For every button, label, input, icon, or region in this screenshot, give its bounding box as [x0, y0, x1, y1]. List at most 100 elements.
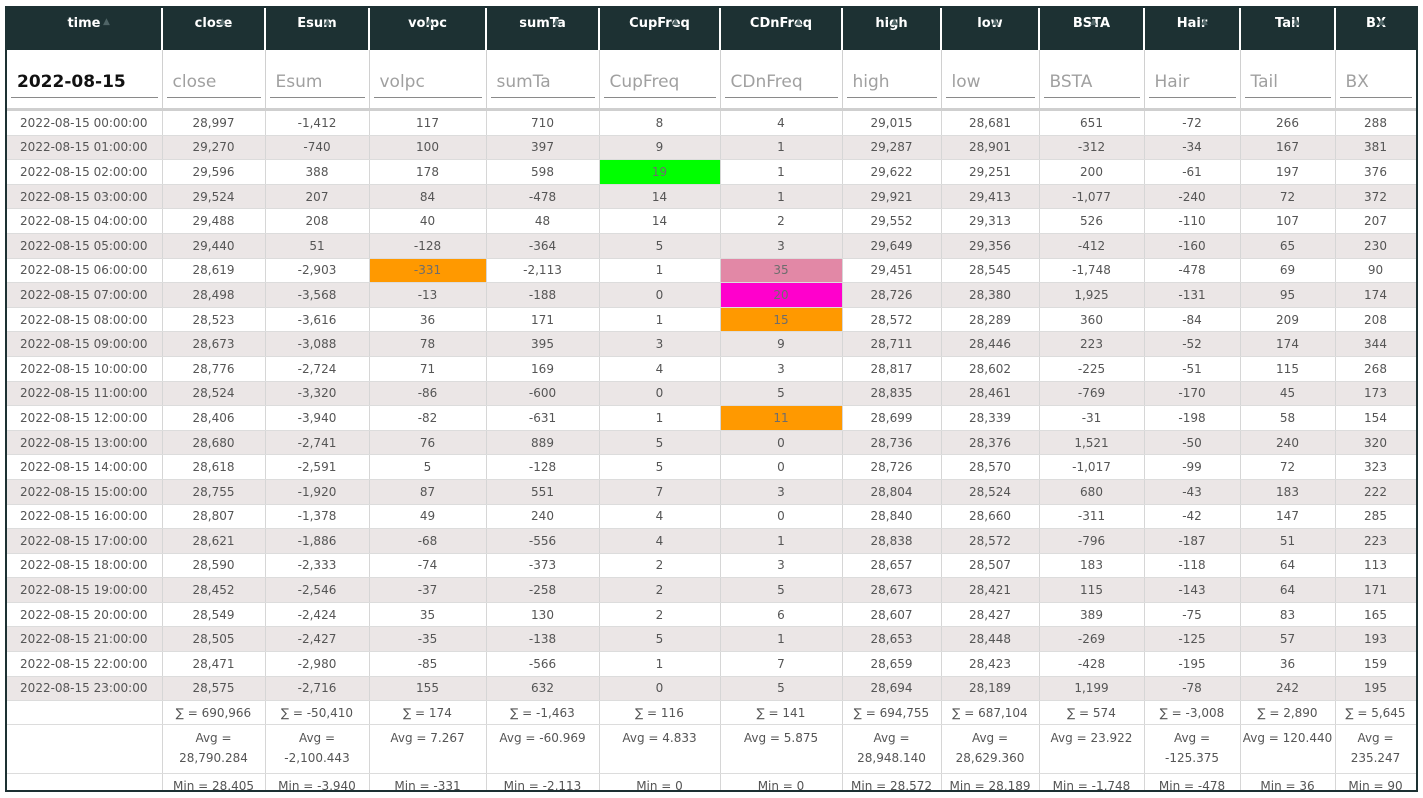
- column-header-BSTA[interactable]: BSTA ▲: [1039, 8, 1145, 50]
- cell-Esum: -3,088: [265, 331, 370, 357]
- sort-up-icon[interactable]: ▲: [1201, 17, 1208, 27]
- table-row[interactable]: 2022-08-15 05:00:00 29,440 51 -128 -364 5 3 29,…: [7, 233, 1416, 259]
- column-header-BX[interactable]: BX ▲: [1335, 8, 1416, 50]
- column-header-sumTa[interactable]: sumTa ▲: [486, 8, 600, 50]
- cell-sumTa: -364: [486, 233, 600, 259]
- cell-Esum: 208: [265, 208, 370, 234]
- table-row[interactable]: 2022-08-15 07:00:00 28,498 -3,568 -13 -188 0 2…: [7, 282, 1416, 308]
- sort-up-icon[interactable]: ▲: [672, 17, 679, 27]
- table-row[interactable]: 2022-08-15 22:00:00 28,471 -2,980 -85 -566 1 7…: [7, 651, 1416, 677]
- column-header-Hair[interactable]: Hair ▲: [1144, 8, 1241, 50]
- sort-up-icon[interactable]: ▲: [891, 17, 898, 27]
- column-header-volpc[interactable]: volpc ▲: [369, 8, 487, 50]
- filter-input-CDnFreq[interactable]: CDnFreq: [724, 67, 838, 98]
- cell-high: 28,694: [842, 676, 942, 702]
- sort-up-icon[interactable]: ▲: [426, 17, 433, 27]
- table-row[interactable]: 2022-08-15 01:00:00 29,270 -740 100 397 9 1 29,…: [7, 135, 1416, 161]
- cell-Tail: 51: [1240, 528, 1336, 554]
- table-row[interactable]: 2022-08-15 08:00:00 28,523 -3,616 36 171 1 15 2…: [7, 307, 1416, 333]
- filter-input-Esum[interactable]: Esum: [269, 67, 365, 98]
- column-header-time[interactable]: time ▲: [7, 8, 163, 50]
- table-row[interactable]: 2022-08-15 00:00:00 28,997 -1,412 117 710 8 4 2…: [7, 109, 1416, 136]
- cell-BSTA: 680: [1039, 479, 1145, 505]
- table-row[interactable]: 2022-08-15 11:00:00 28,524 -3,320 -86 -600 0 5…: [7, 381, 1416, 407]
- table-row[interactable]: 2022-08-15 12:00:00 28,406 -3,940 -82 -631 1 1…: [7, 405, 1416, 431]
- cell-volpc: -35: [369, 626, 487, 653]
- column-header-Tail[interactable]: Tail ▲: [1240, 8, 1336, 50]
- cell-close: 29,440: [162, 233, 266, 259]
- cell-Esum: -2,427: [265, 626, 370, 653]
- table-row[interactable]: 2022-08-15 18:00:00 28,590 -2,333 -74 -373 2 3…: [7, 553, 1416, 579]
- sort-up-icon[interactable]: ▲: [324, 17, 331, 27]
- cell-CDnFreq: 1: [720, 528, 843, 554]
- table-row[interactable]: 2022-08-15 04:00:00 29,488 208 40 48 14 2 29,55…: [7, 208, 1416, 234]
- sort-up-icon[interactable]: ▲: [1293, 17, 1300, 27]
- sort-up-icon[interactable]: ▲: [1378, 17, 1385, 27]
- filter-input-time[interactable]: 2022-08-15: [11, 67, 158, 98]
- sort-up-icon[interactable]: ▲: [553, 17, 560, 27]
- filter-input-sumTa[interactable]: sumTa: [490, 67, 595, 98]
- cell-volpc: 78: [369, 331, 487, 357]
- table-row[interactable]: 2022-08-15 21:00:00 28,505 -2,427 -35 -138 5 1…: [7, 626, 1416, 653]
- cell-BX: 222: [1335, 479, 1416, 505]
- filter-input-Tail[interactable]: Tail: [1244, 67, 1331, 98]
- table-row[interactable]: 2022-08-15 02:00:00 29,596 388 178 598 19 1 29,…: [7, 159, 1416, 185]
- table-row[interactable]: 2022-08-15 10:00:00 28,776 -2,724 71 169 4 3 28…: [7, 356, 1416, 382]
- table-row[interactable]: 2022-08-15 15:00:00 28,755 -1,920 87 551 7 3 28…: [7, 479, 1416, 505]
- cell-CDnFreq: 0: [720, 504, 843, 530]
- column-header-low[interactable]: low ▲: [941, 8, 1040, 50]
- column-header-CupFreq[interactable]: CupFreq ▲: [599, 8, 721, 50]
- cell-BSTA: 1,521: [1039, 430, 1145, 456]
- footer-min-row: Min = 28,405 Min = -3,940 Min = -331 Min = …: [7, 773, 1416, 790]
- cell-low: 28,570: [941, 454, 1040, 480]
- cell-BSTA: -1,748: [1039, 258, 1145, 284]
- table-row[interactable]: 2022-08-15 09:00:00 28,673 -3,088 78 395 3 9 28…: [7, 331, 1416, 357]
- filter-input-close[interactable]: close: [166, 67, 261, 98]
- footer-min-CupFreq: Min = 0: [599, 773, 721, 790]
- cell-Tail: 72: [1240, 184, 1336, 210]
- table-row[interactable]: 2022-08-15 23:00:00 28,575 -2,716 155 632 0 5 2…: [7, 676, 1416, 702]
- table-row[interactable]: 2022-08-15 14:00:00 28,618 -2,591 5 -128 5 0 28…: [7, 454, 1416, 480]
- column-header-CDnFreq[interactable]: CDnFreq ▲: [720, 8, 843, 50]
- sort-up-icon[interactable]: ▲: [992, 17, 999, 27]
- sort-up-icon[interactable]: ▲: [103, 17, 110, 27]
- table-row[interactable]: 2022-08-15 16:00:00 28,807 -1,378 49 240 4 0 28…: [7, 504, 1416, 530]
- footer-sum-close: ∑ = 690,966: [162, 700, 266, 726]
- cell-CDnFreq: 15: [720, 307, 843, 333]
- filter-input-BX[interactable]: BX: [1339, 67, 1412, 98]
- sort-up-icon[interactable]: ▲: [795, 17, 802, 27]
- table-row[interactable]: 2022-08-15 13:00:00 28,680 -2,741 76 889 5 0 28…: [7, 430, 1416, 456]
- table-row[interactable]: 2022-08-15 06:00:00 28,619 -2,903 -331 -2,11…: [7, 258, 1416, 284]
- filter-input-BSTA[interactable]: BSTA: [1043, 67, 1140, 98]
- cell-volpc: 71: [369, 356, 487, 382]
- sort-up-icon[interactable]: ▲: [219, 17, 226, 27]
- sort-up-icon[interactable]: ▲: [1090, 17, 1097, 27]
- column-header-label: close: [194, 16, 233, 31]
- filter-input-low[interactable]: low: [945, 67, 1035, 98]
- data-table: time ▲ close ▲ Esum ▲ volpc ▲ sumTa ▲ CupFreq ▲ CDnF…: [7, 8, 1416, 790]
- cell-time: 2022-08-15 04:00:00: [7, 208, 163, 234]
- cell-Esum: -2,333: [265, 553, 370, 579]
- cell-Tail: 209: [1240, 307, 1336, 333]
- cell-low: 29,251: [941, 159, 1040, 185]
- cell-BX: 113: [1335, 553, 1416, 579]
- table-row[interactable]: 2022-08-15 03:00:00 29,524 207 84 -478 14 1 29,…: [7, 184, 1416, 210]
- column-header-Esum[interactable]: Esum ▲: [265, 8, 370, 50]
- table-row[interactable]: 2022-08-15 19:00:00 28,452 -2,546 -37 -258 2 5…: [7, 577, 1416, 603]
- filter-input-CupFreq[interactable]: CupFreq: [603, 67, 716, 98]
- filter-input-volpc[interactable]: volpc: [373, 67, 482, 98]
- cell-CupFreq: 0: [599, 282, 721, 308]
- cell-Hair: -160: [1144, 233, 1241, 259]
- column-header-close[interactable]: close ▲: [162, 8, 266, 50]
- cell-time: 2022-08-15 03:00:00: [7, 184, 163, 210]
- table-row[interactable]: 2022-08-15 20:00:00 28,549 -2,424 35 130 2 6 28…: [7, 602, 1416, 628]
- filter-input-Hair[interactable]: Hair: [1148, 67, 1236, 98]
- filter-input-high[interactable]: high: [846, 67, 937, 98]
- cell-volpc: 36: [369, 307, 487, 333]
- cell-Esum: -3,320: [265, 381, 370, 407]
- cell-BX: 285: [1335, 504, 1416, 530]
- table-row[interactable]: 2022-08-15 17:00:00 28,621 -1,886 -68 -556 4 1…: [7, 528, 1416, 554]
- column-header-high[interactable]: high ▲: [842, 8, 942, 50]
- cell-BX: 195: [1335, 676, 1416, 702]
- filter-cell: BSTA: [1039, 50, 1145, 111]
